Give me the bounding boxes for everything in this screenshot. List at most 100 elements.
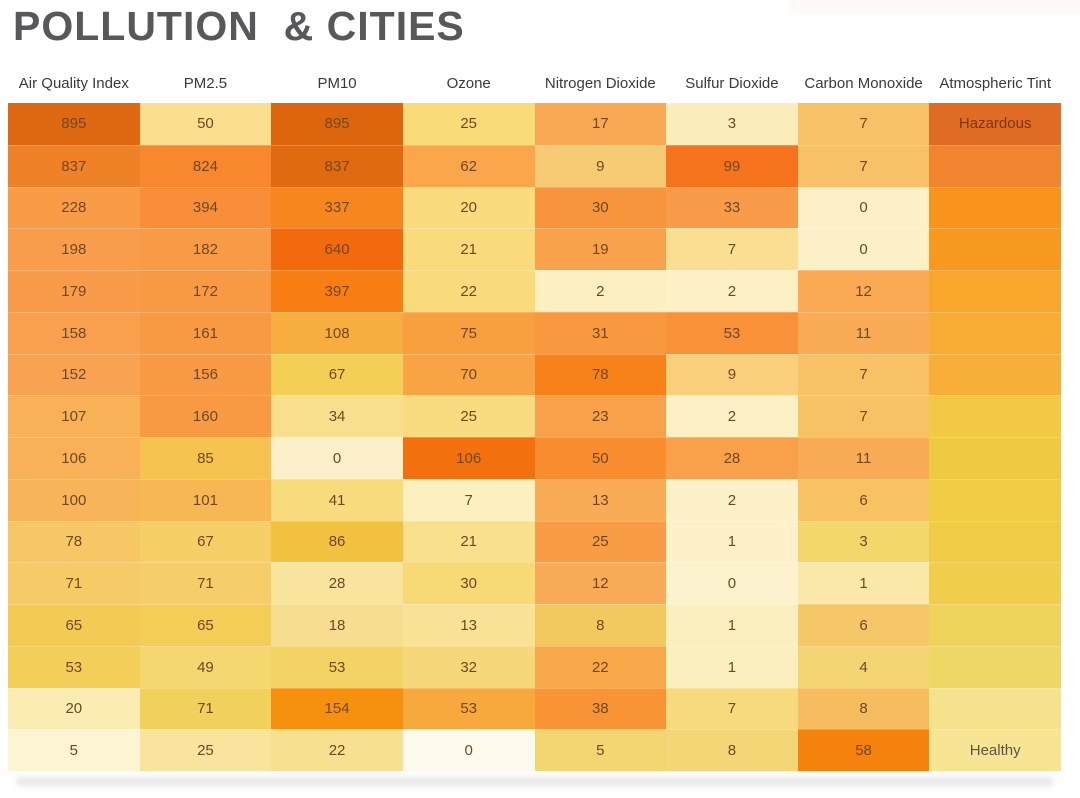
heatmap-cell[interactable]: 85 xyxy=(139,437,272,479)
heatmap-cell[interactable]: 1 xyxy=(666,520,798,563)
heatmap-cell[interactable]: 108 xyxy=(271,311,403,354)
heatmap-cell[interactable]: 8 xyxy=(797,687,930,730)
heatmap-cell[interactable]: 7 xyxy=(797,103,930,145)
heatmap-cell[interactable]: 20 xyxy=(402,186,535,229)
heatmap-cell[interactable]: 13 xyxy=(534,478,667,521)
column-header-sulfur-dioxide[interactable]: Sulfur Dioxide xyxy=(685,74,779,92)
heatmap-cell[interactable]: 4 xyxy=(797,645,930,688)
tint-cell[interactable] xyxy=(929,144,1061,187)
tint-cell[interactable]: Healthy xyxy=(929,729,1061,771)
column-header-carbon-monoxide[interactable]: Carbon Monoxide xyxy=(804,74,923,92)
heatmap-cell[interactable]: 41 xyxy=(271,478,403,521)
heatmap-cell[interactable]: 397 xyxy=(271,270,403,312)
heatmap-cell[interactable]: 70 xyxy=(402,353,535,396)
tint-cell[interactable] xyxy=(929,687,1061,730)
heatmap-cell[interactable]: 22 xyxy=(271,729,403,771)
tint-cell[interactable] xyxy=(929,186,1061,229)
heatmap-cell[interactable]: 2 xyxy=(666,395,798,437)
heatmap-cell[interactable]: 152 xyxy=(8,353,140,396)
heatmap-cell[interactable]: 21 xyxy=(402,228,535,270)
heatmap-cell[interactable]: 837 xyxy=(8,144,140,187)
tint-cell[interactable] xyxy=(929,604,1061,646)
heatmap-cell[interactable]: 156 xyxy=(139,353,272,396)
heatmap-cell[interactable]: 198 xyxy=(8,228,140,270)
column-header-ozone[interactable]: Ozone xyxy=(446,74,491,92)
heatmap-cell[interactable]: 172 xyxy=(139,270,272,312)
heatmap-cell[interactable]: 65 xyxy=(8,604,140,646)
heatmap-cell[interactable]: 99 xyxy=(666,144,798,187)
heatmap-cell[interactable]: 179 xyxy=(8,270,140,312)
heatmap-cell[interactable]: 22 xyxy=(402,270,535,312)
tint-cell[interactable] xyxy=(929,228,1061,270)
heatmap-cell[interactable]: 6 xyxy=(797,478,930,521)
tint-cell[interactable] xyxy=(929,645,1061,688)
heatmap-cell[interactable]: 25 xyxy=(534,520,667,563)
heatmap-cell[interactable]: 9 xyxy=(534,144,667,187)
heatmap-cell[interactable]: 25 xyxy=(402,103,535,145)
heatmap-cell[interactable]: 3 xyxy=(797,520,930,563)
heatmap-cell[interactable]: 21 xyxy=(402,520,535,563)
heatmap-cell[interactable]: 154 xyxy=(271,687,403,730)
heatmap-cell[interactable]: 53 xyxy=(8,645,140,688)
heatmap-cell[interactable]: 12 xyxy=(797,270,930,312)
heatmap-cell[interactable]: 71 xyxy=(8,562,140,604)
tint-cell[interactable] xyxy=(929,520,1061,563)
heatmap-cell[interactable]: 75 xyxy=(402,311,535,354)
tint-cell[interactable] xyxy=(929,562,1061,604)
heatmap-cell[interactable]: 31 xyxy=(534,311,667,354)
heatmap-cell[interactable]: 32 xyxy=(402,645,535,688)
heatmap-cell[interactable]: 2 xyxy=(666,478,798,521)
heatmap-cell[interactable]: 0 xyxy=(271,437,403,479)
heatmap-cell[interactable]: 7 xyxy=(666,687,798,730)
heatmap-cell[interactable]: 100 xyxy=(8,478,140,521)
heatmap-cell[interactable]: 8 xyxy=(534,604,667,646)
tint-cell[interactable] xyxy=(929,478,1061,521)
heatmap-cell[interactable]: 9 xyxy=(666,353,798,396)
tint-cell[interactable] xyxy=(929,311,1061,354)
heatmap-cell[interactable]: 158 xyxy=(8,311,140,354)
heatmap-cell[interactable]: 71 xyxy=(139,687,272,730)
heatmap-cell[interactable]: 0 xyxy=(666,562,798,604)
heatmap-cell[interactable]: 7 xyxy=(797,353,930,396)
heatmap-cell[interactable]: 11 xyxy=(797,311,930,354)
heatmap-cell[interactable]: 13 xyxy=(402,604,535,646)
heatmap-cell[interactable]: 67 xyxy=(139,520,272,563)
heatmap-cell[interactable]: 182 xyxy=(139,228,272,270)
heatmap-cell[interactable]: 17 xyxy=(534,103,667,145)
heatmap-cell[interactable]: 58 xyxy=(797,729,930,771)
heatmap-cell[interactable]: 20 xyxy=(8,687,140,730)
heatmap-cell[interactable]: 107 xyxy=(8,395,140,437)
heatmap-cell[interactable]: 23 xyxy=(534,395,667,437)
column-header-air-quality-index[interactable]: Air Quality Index xyxy=(18,74,129,92)
heatmap-cell[interactable]: 30 xyxy=(402,562,535,604)
heatmap-cell[interactable]: 34 xyxy=(271,395,403,437)
heatmap-cell[interactable]: 38 xyxy=(534,687,667,730)
column-header-pm10[interactable]: PM10 xyxy=(317,74,357,92)
heatmap-cell[interactable]: 6 xyxy=(797,604,930,646)
heatmap-cell[interactable]: 78 xyxy=(8,520,140,563)
heatmap-cell[interactable]: 837 xyxy=(271,144,403,187)
heatmap-cell[interactable]: 67 xyxy=(271,353,403,396)
heatmap-cell[interactable]: 30 xyxy=(534,186,667,229)
heatmap-cell[interactable]: 3 xyxy=(666,103,798,145)
heatmap-cell[interactable]: 7 xyxy=(666,228,798,270)
heatmap-cell[interactable]: 65 xyxy=(139,604,272,646)
heatmap-cell[interactable]: 86 xyxy=(271,520,403,563)
heatmap-cell[interactable]: 25 xyxy=(139,729,272,771)
heatmap-cell[interactable]: 53 xyxy=(666,311,798,354)
column-header-nitrogen-dioxide[interactable]: Nitrogen Dioxide xyxy=(544,74,656,92)
heatmap-cell[interactable]: 28 xyxy=(666,437,798,479)
heatmap-cell[interactable]: 71 xyxy=(139,562,272,604)
heatmap-cell[interactable]: 33 xyxy=(666,186,798,229)
heatmap-cell[interactable]: 53 xyxy=(271,645,403,688)
heatmap-cell[interactable]: 25 xyxy=(402,395,535,437)
heatmap-cell[interactable]: 0 xyxy=(797,186,930,229)
heatmap-cell[interactable]: 160 xyxy=(139,395,272,437)
heatmap-cell[interactable]: 394 xyxy=(139,186,272,229)
heatmap-cell[interactable]: 895 xyxy=(8,103,140,145)
heatmap-cell[interactable]: 106 xyxy=(402,437,535,479)
heatmap-cell[interactable]: 0 xyxy=(797,228,930,270)
heatmap-cell[interactable]: 161 xyxy=(139,311,272,354)
heatmap-cell[interactable]: 50 xyxy=(534,437,667,479)
heatmap-cell[interactable]: 78 xyxy=(534,353,667,396)
